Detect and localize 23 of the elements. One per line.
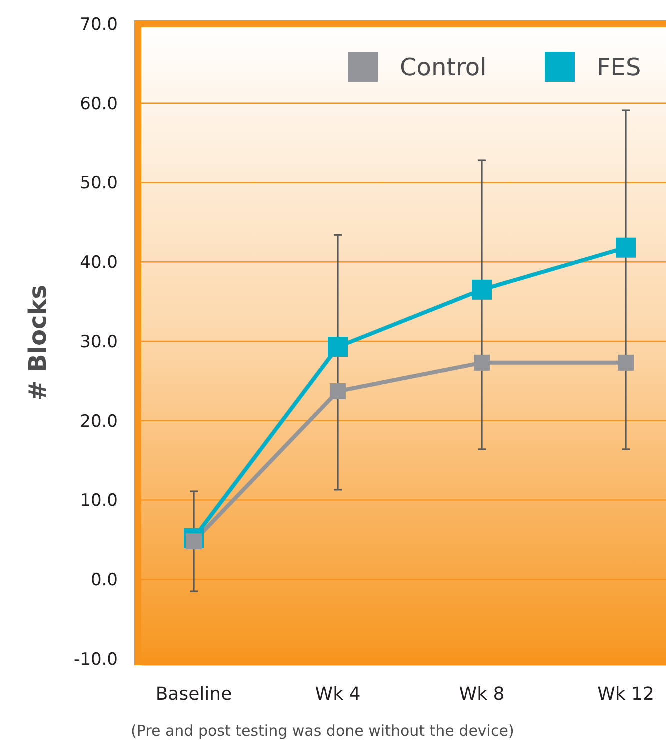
y-axis-title: # Blocks [24, 285, 52, 401]
point [616, 238, 636, 258]
text: (Pre and post testing was done without the device) [131, 722, 514, 740]
y-tick-label: 30.0 [80, 332, 118, 352]
point [328, 337, 348, 358]
x-tick-label: Baseline [156, 684, 232, 705]
x-tick-label: Wk 8 [459, 684, 505, 705]
x-tick-label: Wk 12 [598, 684, 654, 705]
point [472, 280, 492, 300]
y-tick-label: 60.0 [80, 94, 118, 114]
legend-label: Control [400, 53, 487, 82]
point [474, 354, 490, 371]
point [330, 384, 346, 400]
y-tick-label: 40.0 [80, 253, 118, 274]
x-tick-label: Wk 4 [315, 684, 361, 705]
y-tick-label: 50.0 [80, 174, 118, 194]
point [618, 354, 634, 371]
y-tick-label: 20.0 [80, 412, 118, 432]
y-tick-label: 70.0 [80, 14, 118, 35]
legend-label: FES [597, 53, 642, 82]
y-tick-label: 10.0 [80, 491, 118, 512]
y-tick-label: -10.0 [74, 650, 118, 670]
y-tick-label: 0.0 [90, 570, 118, 591]
